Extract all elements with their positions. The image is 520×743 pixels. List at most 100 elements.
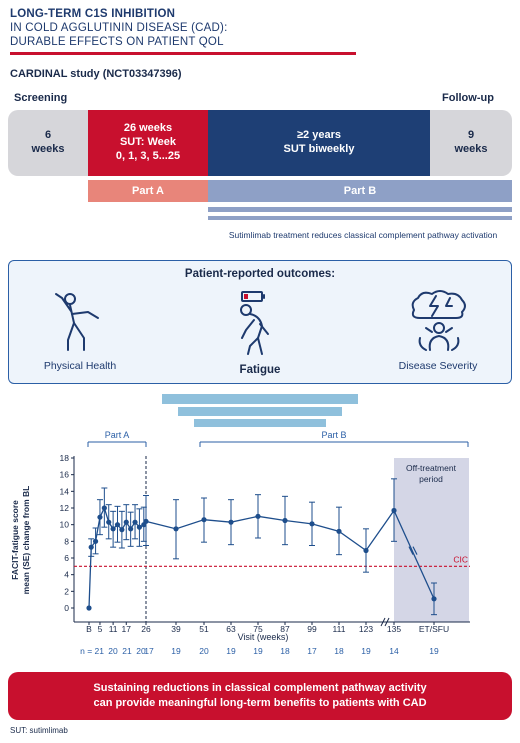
data-point bbox=[97, 514, 103, 520]
part-a-duration: 26 weeks bbox=[123, 122, 173, 135]
n-label: n = 21 bbox=[80, 646, 104, 656]
data-point bbox=[336, 528, 342, 534]
data-point bbox=[143, 518, 149, 524]
screening-label: Screening bbox=[14, 92, 68, 104]
part-a-dosing: SUT: Week bbox=[119, 136, 177, 149]
y-tick-label: 14 bbox=[60, 486, 70, 496]
screening-unit: weeks bbox=[31, 143, 65, 155]
followup-unit: weeks bbox=[454, 143, 488, 155]
screening-phase: 6 weeks bbox=[8, 110, 88, 176]
pro-item-disease-severity: Disease Severity bbox=[398, 360, 478, 372]
x-tick-label: 135 bbox=[387, 624, 401, 634]
n-value: 19 bbox=[429, 646, 439, 656]
data-point bbox=[309, 521, 315, 527]
data-point bbox=[92, 538, 99, 544]
y-tick-label: 0 bbox=[64, 603, 69, 613]
treatment-note: Sutimlimab treatment reduces classical c… bbox=[228, 230, 498, 240]
followup-duration: 9 bbox=[467, 129, 475, 142]
part-a-chart-label: Part A bbox=[105, 430, 130, 440]
x-tick-label: 111 bbox=[333, 624, 346, 634]
pro-title: Patient-reported outcomes: bbox=[184, 268, 336, 280]
footnote: SUT: sutimlimab bbox=[10, 726, 68, 735]
x-axis-break-mark bbox=[380, 617, 386, 627]
pro-item-fatigue: Fatigue bbox=[239, 364, 281, 376]
x-tick-label: 75 bbox=[253, 624, 263, 634]
series-line-followup bbox=[393, 510, 435, 600]
funnel-bar-3 bbox=[194, 419, 326, 427]
part-b-duration: ≥2 years bbox=[297, 129, 341, 142]
data-point bbox=[132, 519, 138, 525]
x-axis: B 5 11 17 26 39 51 63 75 87 99 111 123 135 ET/SFU bbox=[74, 617, 470, 634]
conclusion-box: Sustaining reductions in classical compl… bbox=[8, 672, 512, 720]
title-underline bbox=[10, 52, 356, 55]
x-tick-label: 11 bbox=[109, 624, 118, 634]
off-treatment-label-line2: period bbox=[419, 474, 443, 484]
n-value: 14 bbox=[389, 646, 399, 656]
conclusion-line-1: Sustaining reductions in classical compl… bbox=[93, 682, 427, 695]
x-tick-label: 26 bbox=[141, 624, 151, 634]
data-point bbox=[88, 544, 94, 550]
x-tick-label: 123 bbox=[359, 624, 373, 634]
n-value: 20 bbox=[199, 646, 209, 656]
funnel-bar-1 bbox=[162, 394, 358, 404]
n-value: 19 bbox=[171, 646, 181, 656]
data-series bbox=[86, 478, 437, 616]
x-tick-label: B bbox=[86, 624, 92, 634]
n-value: 21 bbox=[122, 646, 132, 656]
x-tick-label: 51 bbox=[199, 624, 209, 634]
followup-phase: 9 weeks bbox=[430, 110, 512, 176]
data-point bbox=[101, 505, 107, 511]
x-tick-label: 63 bbox=[226, 624, 236, 634]
fatigue-icon bbox=[240, 291, 269, 355]
n-value: 18 bbox=[334, 646, 344, 656]
data-point bbox=[391, 507, 397, 514]
title-line-1: LONG-TERM C1S INHIBITION bbox=[10, 8, 176, 20]
part-b-chart-label: Part B bbox=[321, 430, 346, 440]
data-point bbox=[173, 526, 179, 532]
part-a-phase: 26 weeks SUT: Week 0, 1, 3, 5...25 bbox=[88, 110, 208, 176]
x-tick-label: 17 bbox=[122, 624, 132, 634]
x-tick-label: 39 bbox=[171, 624, 181, 634]
n-value: 20 bbox=[136, 646, 146, 656]
y-tick-label: 12 bbox=[60, 503, 70, 513]
disease-severity-icon bbox=[411, 290, 466, 351]
followup-label: Follow-up bbox=[442, 92, 494, 104]
line-break-mark bbox=[408, 546, 414, 555]
part-b-dosing: SUT biweekly bbox=[283, 143, 355, 155]
facit-fatigue-chart: Off-treatment period Part A Part B FACIT… bbox=[10, 430, 470, 656]
data-point bbox=[128, 526, 134, 532]
x-tick-label: 87 bbox=[280, 624, 290, 634]
conclusion-line-2: can provide meaningful long-term benefit… bbox=[93, 697, 427, 709]
funnel-bar-2 bbox=[178, 407, 342, 416]
part-b-phase: ≥2 years SUT biweekly bbox=[208, 110, 430, 176]
part-b-stripe-2 bbox=[208, 216, 512, 220]
n-value: 17 bbox=[307, 646, 317, 656]
pro-item-physical-health: Physical Health bbox=[43, 360, 117, 372]
physical-health-icon bbox=[55, 293, 99, 351]
x-tick-label: 99 bbox=[307, 624, 317, 634]
cic-label: CIC bbox=[453, 554, 468, 564]
study-label: CARDINAL study (NCT03347396) bbox=[10, 68, 182, 80]
y-tick-label: 16 bbox=[60, 470, 70, 480]
y-axis-label-line2: mean (SE) change from BL bbox=[21, 486, 31, 595]
title-line-3: DURABLE EFFECTS ON PATIENT QOL bbox=[10, 36, 224, 48]
cic-line-group: CIC bbox=[74, 554, 470, 567]
data-point bbox=[228, 519, 234, 525]
data-point bbox=[106, 519, 112, 525]
off-treatment-label-line1: Off-treatment bbox=[406, 463, 457, 473]
y-tick-label: 4 bbox=[64, 570, 69, 580]
title-line-2: IN COLD AGGLUTININ DISEASE (CAD): bbox=[10, 22, 228, 34]
data-point bbox=[123, 519, 129, 525]
line-break-mark bbox=[412, 546, 418, 555]
data-point bbox=[136, 524, 143, 530]
n-value: 18 bbox=[280, 646, 290, 656]
n-value: 19 bbox=[226, 646, 236, 656]
y-tick-label: 18 bbox=[60, 453, 70, 463]
study-timeline: 6 weeks 26 weeks SUT: Week 0, 1, 3, 5...25 … bbox=[8, 110, 512, 176]
data-point bbox=[86, 605, 92, 611]
data-point bbox=[431, 596, 437, 602]
part-a-bar: Part A bbox=[88, 180, 208, 202]
y-axis: 0 2 4 6 8 10 12 14 16 18 bbox=[60, 453, 75, 622]
y-tick-label: 10 bbox=[60, 520, 70, 530]
y-axis-label-line1: FACIT-fatigue score bbox=[10, 500, 20, 580]
